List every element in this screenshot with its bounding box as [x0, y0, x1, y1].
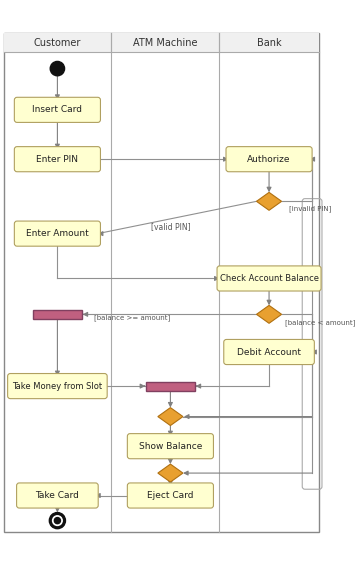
Text: Bank: Bank [257, 38, 282, 47]
Text: Eject Card: Eject Card [147, 491, 194, 500]
Bar [33, 310, 82, 319]
Bar [4, 33, 319, 53]
Text: Show Balance: Show Balance [139, 442, 202, 451]
FancyBboxPatch shape [8, 373, 107, 399]
Circle shape [49, 512, 66, 529]
Text: Enter Amount: Enter Amount [26, 229, 89, 238]
Text: Insert Card: Insert Card [32, 105, 82, 114]
Bar [146, 381, 195, 390]
Polygon shape [256, 192, 282, 210]
FancyBboxPatch shape [224, 340, 314, 364]
Text: [invalid PIN]: [invalid PIN] [289, 205, 331, 212]
Text: [balance >= amount]: [balance >= amount] [94, 315, 170, 321]
FancyBboxPatch shape [127, 433, 213, 459]
Text: [valid PIN]: [valid PIN] [150, 222, 190, 231]
Text: Authorize: Authorize [247, 155, 291, 164]
Polygon shape [158, 464, 183, 482]
FancyBboxPatch shape [14, 221, 100, 246]
Circle shape [50, 62, 64, 76]
Text: Customer: Customer [34, 38, 81, 47]
Text: [balance < amount]: [balance < amount] [285, 319, 356, 326]
FancyBboxPatch shape [226, 147, 312, 172]
Polygon shape [158, 407, 183, 425]
Text: Debit Account: Debit Account [237, 347, 301, 357]
FancyBboxPatch shape [14, 147, 100, 172]
FancyBboxPatch shape [17, 483, 98, 508]
Text: ATM Machine: ATM Machine [133, 38, 197, 47]
Text: Take Card: Take Card [36, 491, 79, 500]
FancyBboxPatch shape [14, 97, 100, 123]
Polygon shape [256, 305, 282, 323]
Text: Enter PIN: Enter PIN [36, 155, 78, 164]
FancyBboxPatch shape [127, 483, 213, 508]
Circle shape [54, 518, 60, 524]
FancyBboxPatch shape [217, 266, 321, 291]
Text: Take Money from Slot: Take Money from Slot [12, 381, 103, 390]
Circle shape [53, 516, 62, 525]
Text: Check Account Balance: Check Account Balance [220, 274, 319, 283]
